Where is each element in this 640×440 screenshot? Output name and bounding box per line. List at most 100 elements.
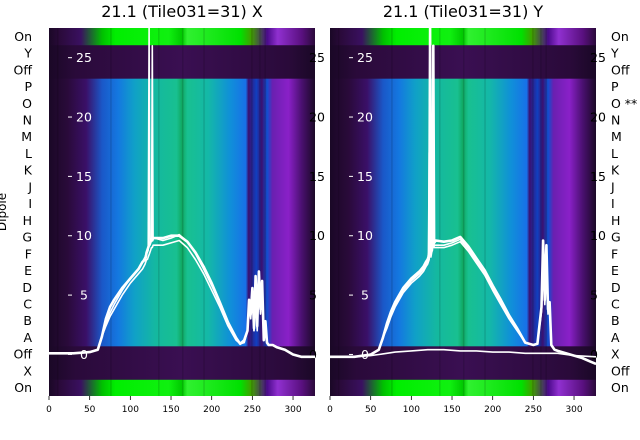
overlay-tick-label: 25 [76,50,92,65]
x-tick-label: 150 [162,405,179,415]
overlay-tick-edge-label: 5 [590,288,598,303]
series-line [330,128,596,365]
row-label: F [25,246,32,261]
row-label: M [21,129,32,144]
row-label: X [611,347,620,362]
overlay-tick-label: 5 [361,288,369,303]
heatmap-row [330,44,596,62]
heatmap-right [330,28,596,396]
heatmap-streak [259,28,261,396]
heatmap-row [330,362,596,380]
heatmap-row [49,78,315,96]
row-label: A [23,330,32,345]
heatmap-streak [264,28,266,396]
x-tick-label: 100 [403,405,420,415]
x-tick-label: 300 [284,405,301,415]
heatmap-streak [484,28,486,396]
row-label: F [611,246,618,261]
heatmap-row [49,362,315,380]
overlay-tick-label: 20 [357,110,373,125]
heatmap-row [330,278,596,297]
heatmap-row [49,128,315,146]
row-label: D [611,280,621,295]
heatmap-row [330,195,596,213]
x-tick-label: 100 [122,405,139,415]
x-tick-label: 50 [365,405,377,415]
row-label: Y [23,46,32,61]
heatmap-streak [203,28,205,396]
heatmap-streak [463,28,465,396]
row-label: O [22,96,32,111]
heatmap-row [330,212,596,230]
heatmap-streak [337,28,340,396]
heatmap-row [49,278,315,297]
row-label: A [611,330,620,345]
row-label: H [23,213,32,228]
row-label: B [23,313,32,328]
heatmap-row [49,329,315,347]
heatmap-streak [251,28,253,396]
heatmap-row [330,111,596,129]
row-label: E [24,263,32,278]
series-line [330,28,596,366]
heatmap-row [49,195,315,213]
overlay-tick-label: 15 [76,169,92,184]
row-label: G [611,230,621,245]
overlay-tick-label: 5 [80,288,88,303]
heatmap-row [49,178,315,196]
overlay-tick-edge-label: 15 [590,169,606,184]
panel-right: 21.1 (Tile031=31) Y OnOffXABCDEFGHIJKLMN… [327,2,637,415]
heatmap-row [330,178,596,196]
row-label: I [611,196,615,211]
row-label: G [22,230,32,245]
overlay-tick-edge-label: 10 [590,228,606,243]
heatmap-row [49,262,315,280]
row-label: On [611,380,629,395]
series-line [49,239,315,358]
row-label: C [611,297,620,312]
overlay-tick-edge-label: 20 [309,110,325,125]
series-line [330,348,596,358]
row-label: N [611,113,620,128]
overlay-tick-label: 20 [76,110,92,125]
heatmap-row [330,312,596,330]
chart-title-left: 21.1 (Tile031=31) X [101,2,263,21]
overlay-tick-edge-label: 0 [590,347,598,362]
heatmap-row [49,111,315,129]
heatmap-row [330,245,596,263]
heatmap-row [330,61,596,79]
heatmap-row [49,212,315,230]
row-label: J [610,179,615,194]
x-tick-label: 0 [46,405,52,415]
heatmap-streak [182,28,184,396]
series-line [330,140,596,365]
heatmap-row [330,78,596,96]
x-ticks-left: 0 50 100 150 200 250 300 [46,396,302,415]
overlay-tick-edge-label: 10 [309,228,325,243]
heatmap-streak [158,28,160,396]
heatmap-streak [532,28,534,396]
overlay-tick-edge-label: 15 [309,169,325,184]
heatmap-streak [110,28,112,396]
overlay-ticks-left: 0 0 5 5 10 10 15 15 20 20 25 25 [68,50,325,362]
heatmap-row [49,44,315,62]
overlay-tick-edge-label: 20 [590,110,606,125]
row-label: B [611,313,620,328]
row-label: O ** [611,96,637,111]
heatmap-row [330,379,596,396]
heatmap-row [49,94,315,113]
row-label: P [611,79,619,94]
heatmap-row [330,28,596,46]
heatmap-row [49,379,315,396]
row-label: N [23,113,32,128]
curves-right [330,28,596,366]
x-tick-label: 300 [565,405,582,415]
row-label: Off [14,62,33,77]
chart-title-right: 21.1 (Tile031=31) Y [383,2,544,21]
heatmap-row [330,262,596,280]
heatmap-left [49,28,315,396]
heatmap-row [49,145,315,163]
